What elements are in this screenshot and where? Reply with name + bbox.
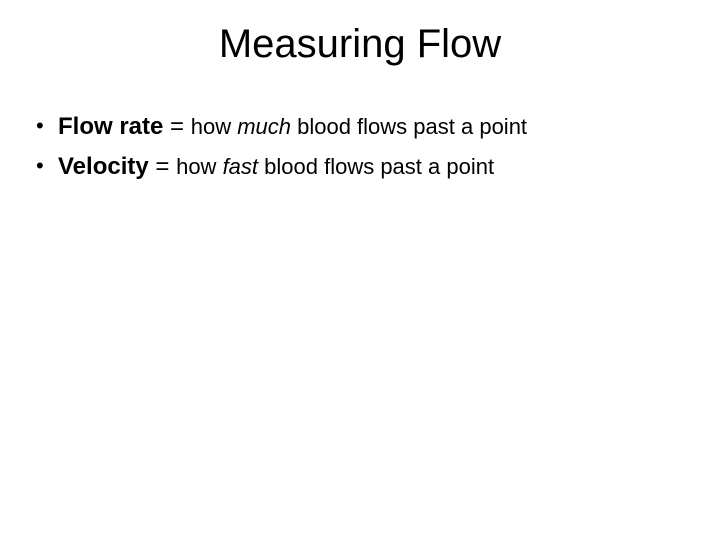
term-text: Velocity bbox=[58, 153, 149, 180]
def-emphasis: fast bbox=[223, 154, 258, 179]
def-pre: how bbox=[176, 154, 222, 179]
slide: Measuring Flow Flow rate = how much bloo… bbox=[0, 0, 720, 540]
def-post: blood flows past a point bbox=[291, 114, 527, 139]
slide-title: Measuring Flow bbox=[0, 22, 720, 67]
list-item: Velocity = how fast blood flows past a p… bbox=[32, 149, 680, 185]
bullet-list: Flow rate = how much blood flows past a … bbox=[32, 109, 680, 185]
equals-text: = bbox=[163, 113, 190, 140]
def-post: blood flows past a point bbox=[258, 154, 494, 179]
list-item: Flow rate = how much blood flows past a … bbox=[32, 109, 680, 145]
def-emphasis: much bbox=[237, 114, 291, 139]
equals-text: = bbox=[149, 153, 176, 180]
def-pre: how bbox=[191, 114, 237, 139]
slide-content: Flow rate = how much blood flows past a … bbox=[0, 109, 720, 185]
term-text: Flow rate bbox=[58, 113, 163, 140]
